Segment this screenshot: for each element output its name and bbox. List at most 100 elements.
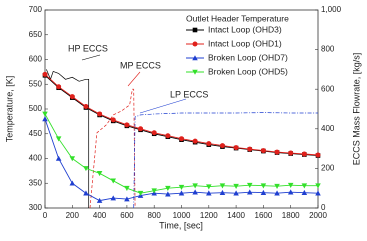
marker [301, 183, 308, 189]
x-tick-label: 1400 [227, 211, 245, 220]
y2-tick-label: 200 [321, 164, 335, 173]
legend-title: Outlet Header Temperature [186, 13, 289, 23]
x-tick-label: 1800 [282, 211, 300, 220]
marker [206, 141, 212, 147]
marker [287, 182, 294, 188]
eccs-line [46, 69, 90, 208]
marker [233, 145, 239, 151]
x-tick-label: 2000 [309, 211, 327, 220]
legend-marker [192, 27, 198, 33]
marker [178, 184, 185, 190]
y2-tick-label: 600 [321, 84, 335, 93]
y-tick-label: 600 [29, 55, 43, 64]
legend-label: Intact Loop (OHD1) [208, 38, 282, 48]
marker [274, 183, 280, 189]
series-line [44, 73, 319, 156]
marker [83, 166, 89, 172]
marker [315, 152, 321, 158]
y2-tick-label: 800 [321, 45, 335, 54]
annotation: HP ECCS [68, 43, 108, 53]
y2-tick-label: 1,000 [321, 5, 342, 14]
marker [206, 184, 212, 190]
y2-tick-label: 400 [321, 124, 335, 133]
legend-label: Broken Loop (OHD7) [208, 52, 288, 62]
marker [206, 190, 212, 196]
x-tick-label: 1200 [200, 211, 218, 220]
marker [260, 189, 267, 195]
marker [96, 197, 103, 203]
marker [110, 117, 116, 123]
annotation: MP ECCS [120, 60, 161, 70]
marker [192, 189, 198, 195]
marker [55, 136, 62, 142]
marker [301, 151, 307, 157]
marker [219, 183, 226, 189]
eccs-line [133, 112, 318, 209]
marker [165, 133, 171, 139]
series-line [44, 74, 319, 156]
marker [288, 150, 294, 156]
x-tick-label: 1600 [255, 211, 273, 220]
x-tick-label: 800 [148, 211, 162, 220]
x-tick-label: 600 [120, 211, 134, 220]
annotation-arrow [139, 98, 187, 114]
marker [83, 104, 89, 110]
marker [219, 143, 225, 149]
marker [110, 195, 117, 201]
marker [69, 156, 76, 162]
marker [179, 136, 184, 142]
marker [274, 190, 280, 196]
marker [137, 190, 144, 196]
legend-marker [192, 69, 198, 75]
y-tick-label: 300 [29, 203, 43, 212]
y-tick-label: 550 [29, 79, 43, 88]
annotation-arrow [127, 71, 141, 87]
marker [192, 183, 198, 189]
x-axis-label: Time, [sec] [159, 220, 203, 230]
marker [42, 116, 48, 122]
x-tick-label: 0 [43, 211, 48, 220]
legend-marker [192, 41, 198, 47]
marker [260, 183, 267, 189]
marker [110, 178, 117, 184]
marker [97, 111, 103, 117]
marker [69, 94, 75, 100]
y2-axis-label: ECCS Mass Flowrate, [kg/s] [351, 53, 361, 166]
y-tick-label: 700 [29, 5, 43, 14]
marker [287, 189, 294, 195]
legend-label: Broken Loop (OHD5) [208, 66, 288, 76]
marker [219, 189, 226, 195]
y-axis-label: Temperature, [K] [4, 76, 14, 143]
x-tick-label: 400 [93, 211, 107, 220]
annotation-arrow [81, 54, 101, 61]
chart: Time, [sec] Temperature, [K] ECCS Mass F… [4, 5, 361, 230]
marker [56, 84, 62, 90]
marker [124, 196, 130, 202]
marker [83, 190, 89, 196]
marker [55, 155, 62, 161]
marker [42, 111, 48, 117]
x-tick-label: 200 [66, 211, 80, 220]
y-tick-label: 350 [29, 178, 43, 187]
marker [233, 190, 239, 196]
marker [96, 171, 103, 177]
marker [301, 189, 308, 195]
marker [42, 71, 48, 77]
marker [151, 188, 157, 194]
marker [233, 183, 239, 189]
x-tick-label: 1000 [173, 211, 191, 220]
legend-marker [192, 55, 198, 61]
y-tick-label: 650 [29, 30, 43, 39]
y-tick-label: 400 [29, 154, 43, 163]
eccs-line [89, 88, 136, 209]
marker [165, 185, 171, 191]
marker [192, 138, 198, 144]
marker [138, 126, 144, 132]
y-tick-label: 500 [29, 104, 43, 113]
marker [151, 130, 157, 136]
annotation: LP ECCS [170, 89, 208, 99]
marker [246, 189, 253, 195]
marker [124, 122, 130, 128]
marker [274, 149, 280, 155]
y2-tick-label: 0 [321, 203, 326, 212]
